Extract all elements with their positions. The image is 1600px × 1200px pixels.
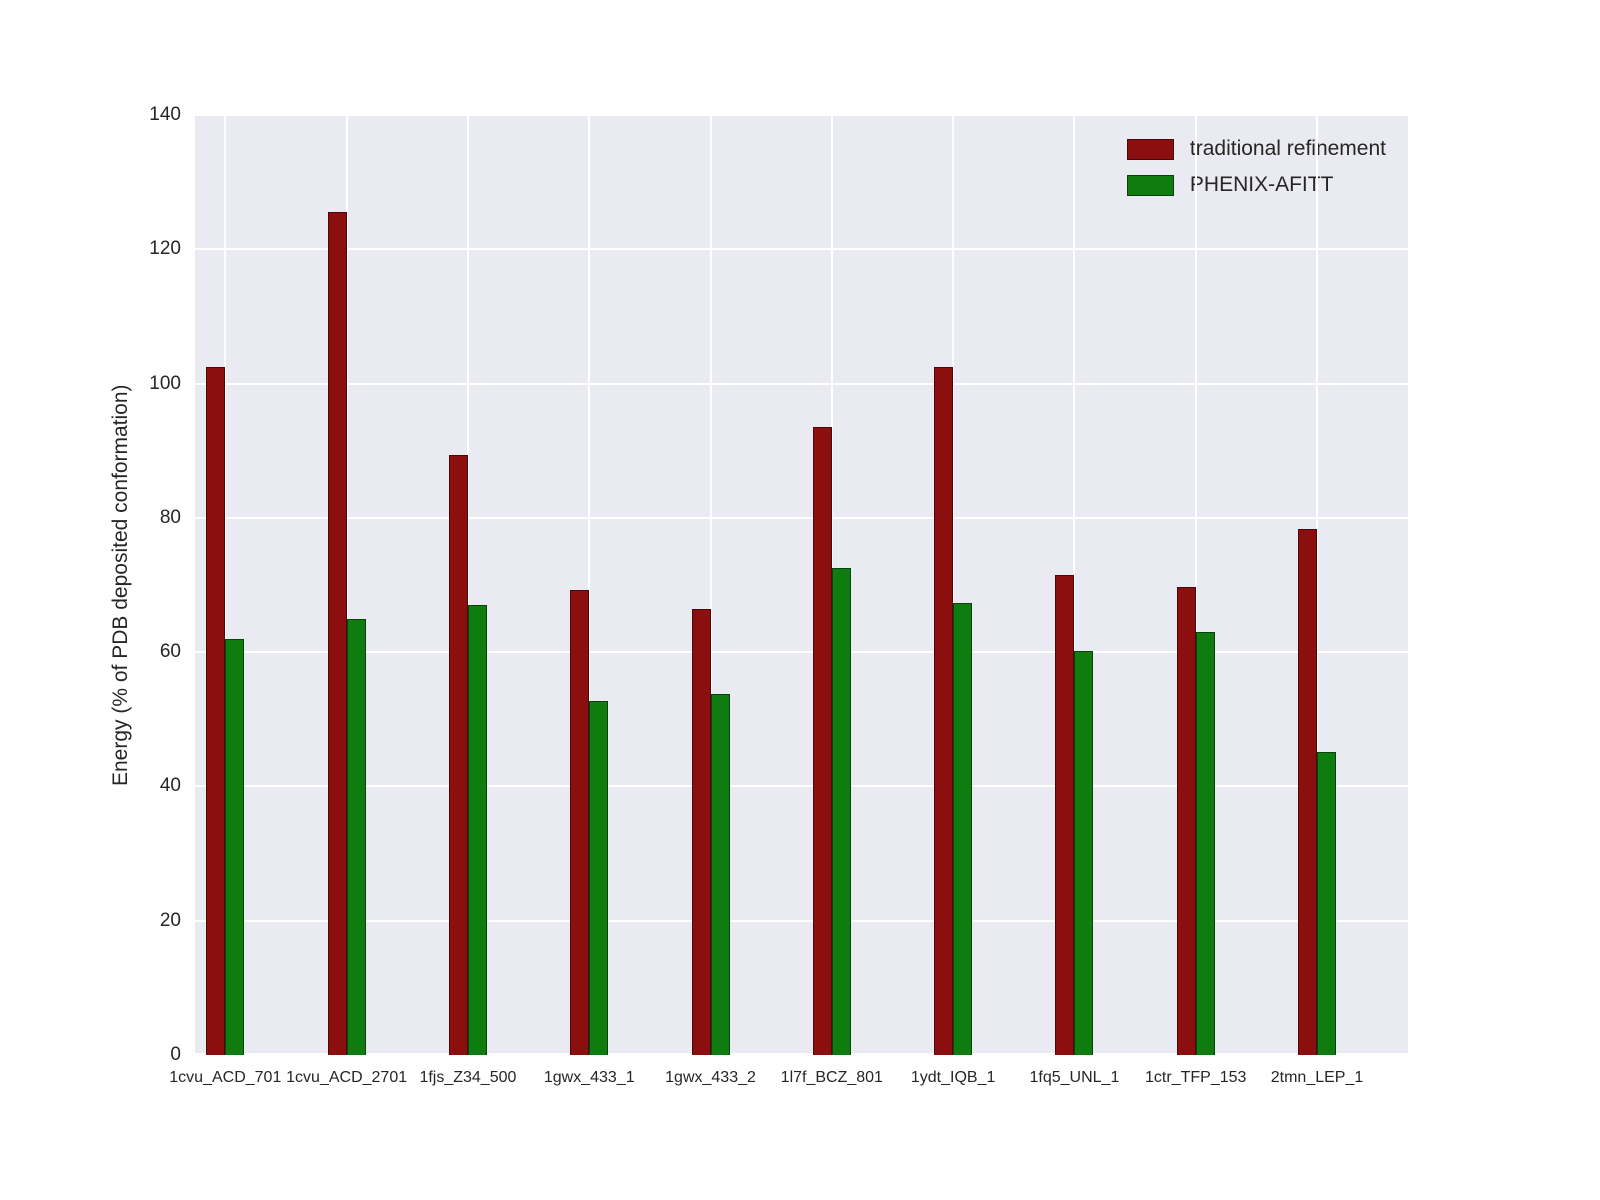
gridline-vertical <box>466 115 469 1055</box>
bar-traditional-refinement <box>1298 529 1318 1055</box>
bar-traditional-refinement <box>570 589 590 1055</box>
legend-item: traditional refinement <box>1126 137 1386 161</box>
x-tick-label: 1cvu_ACD_2701 <box>286 1069 408 1086</box>
gridline-horizontal <box>195 651 1408 654</box>
y-tick-label: 0 <box>170 1044 181 1065</box>
bar-traditional-refinement <box>812 427 832 1055</box>
gridline-vertical <box>1073 115 1076 1055</box>
y-tick-label: 100 <box>149 372 181 394</box>
x-tick-label: 1ctr_TFP_153 <box>1145 1069 1247 1086</box>
gridline-vertical <box>224 115 227 1055</box>
bar-phenix-afitt <box>953 603 973 1055</box>
green-rect-swatch <box>1126 174 1174 196</box>
x-tick-label: 1fjs_Z34_500 <box>419 1069 517 1086</box>
x-tick-label: 1gwx_433_2 <box>665 1069 756 1086</box>
bar-traditional-refinement <box>1055 574 1075 1055</box>
bar-phenix-afitt <box>225 638 245 1055</box>
gridline-vertical <box>345 115 348 1055</box>
gridline-horizontal <box>195 785 1408 788</box>
x-tick-label: 1gwx_433_1 <box>543 1069 635 1086</box>
bar-traditional-refinement <box>327 212 347 1055</box>
bar-traditional-refinement <box>934 366 954 1055</box>
bar-phenix-afitt <box>1195 632 1215 1055</box>
red-rect-swatch <box>1126 138 1174 160</box>
x-tick-label: 1l7f_BCZ_801 <box>780 1069 883 1086</box>
x-tick-label: 1fq5_UNL_1 <box>1029 1069 1120 1086</box>
x-tick-labels: 1cvu_ACD_701 1cvu_ACD_2701 1fjs_Z34_500 1gw… <box>169 1063 1408 1103</box>
bar-phenix-afitt <box>710 694 730 1055</box>
y-tick-label: 40 <box>159 775 181 797</box>
y-tick-label: 140 <box>149 104 181 125</box>
y-tick-label: 60 <box>159 641 181 663</box>
gridline-horizontal <box>195 248 1408 251</box>
x-tick-label: 1ydt_IQB_1 <box>910 1069 996 1086</box>
y-tick-label: 20 <box>159 909 181 931</box>
gridline-vertical <box>1316 115 1319 1055</box>
bar-traditional-refinement <box>691 608 711 1055</box>
gridline-horizontal <box>195 114 1408 116</box>
legend: traditional refinement PHENIX-AFITT <box>1117 131 1396 203</box>
bar-phenix-afitt <box>1074 650 1094 1055</box>
bar-phenix-afitt <box>589 700 609 1055</box>
bar-traditional-refinement <box>206 366 226 1055</box>
gridline-horizontal <box>195 919 1408 922</box>
x-tick-label: 2tmn_LEP_1 <box>1270 1069 1364 1086</box>
gridline-vertical <box>588 115 591 1055</box>
bar-phenix-afitt <box>1317 751 1337 1055</box>
plot-area: traditional refinement PHENIX-AFITT <box>195 114 1408 1055</box>
gridline-vertical <box>1194 115 1197 1055</box>
gridline-horizontal <box>195 1053 1408 1055</box>
y-tick-label: 120 <box>149 238 181 260</box>
bar-phenix-afitt <box>467 605 487 1055</box>
legend-label: traditional refinement <box>1189 137 1386 160</box>
gridline-vertical <box>952 115 955 1055</box>
legend-item: PHENIX-AFITT <box>1126 173 1386 197</box>
y-tick-label: 80 <box>159 506 181 528</box>
gridline-vertical <box>709 115 712 1055</box>
legend-label: PHENIX-AFITT <box>1189 173 1334 196</box>
bar-phenix-afitt <box>831 568 851 1055</box>
bar-traditional-refinement <box>1176 587 1196 1055</box>
gridline-horizontal <box>195 516 1408 519</box>
y-tick-labels: 0 20 40 60 80 100 120 140 <box>85 104 181 1065</box>
bar-traditional-refinement <box>448 455 468 1055</box>
gridline-horizontal <box>195 382 1408 385</box>
x-tick-label: 1cvu_ACD_701 <box>169 1069 282 1086</box>
bar-phenix-afitt <box>346 618 366 1055</box>
